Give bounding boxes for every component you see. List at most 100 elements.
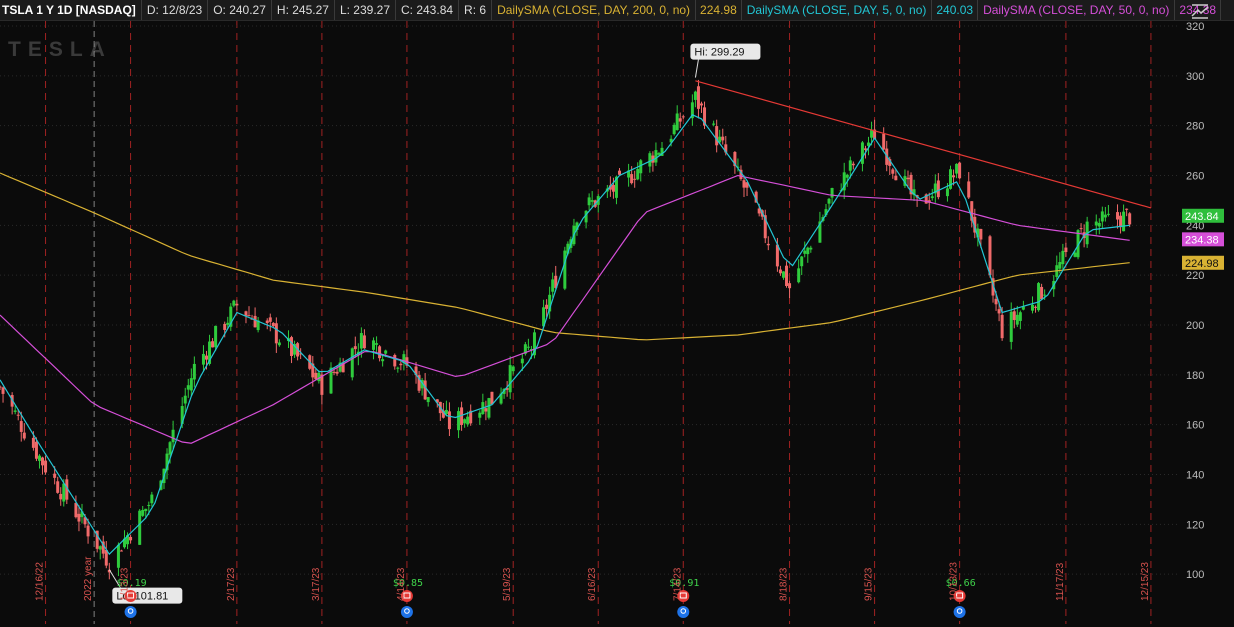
sma5-label[interactable]: DailySMA (CLOSE, DAY, 5, 0, no) [742, 0, 933, 20]
high-annotation-box [690, 43, 761, 60]
candle-body [119, 550, 123, 552]
x-date-label: 7/14/23 [672, 567, 683, 601]
candle-body [74, 502, 78, 518]
candle-body [1073, 252, 1077, 257]
candle-body [763, 215, 767, 239]
candle-body [660, 147, 664, 156]
y-tick-label: 320 [1186, 21, 1204, 33]
dividend-label: $0.66 [946, 578, 976, 589]
bar-range: R: 6 [459, 0, 493, 20]
candle-body [1061, 250, 1065, 265]
candle-body [736, 166, 740, 168]
candle-body [630, 174, 634, 184]
x-date-label: 12/15/23 [1140, 562, 1151, 601]
candle-body [362, 335, 366, 349]
candle-body [490, 391, 494, 405]
candle-body [268, 317, 272, 322]
candle-body [274, 323, 278, 344]
candle-body [532, 332, 536, 356]
candle-body [566, 243, 570, 254]
candle-body [1000, 314, 1004, 339]
candle-body [335, 371, 339, 374]
candle-body [98, 546, 102, 550]
drawing-tools-icon[interactable] [1190, 3, 1210, 19]
candle-body [526, 346, 530, 348]
chart-header: TSLA 1 Y 1D [NASDAQ] D: 12/8/23 O: 240.2… [0, 0, 1234, 21]
candle-body [192, 363, 196, 380]
sma200-label[interactable]: DailySMA (CLOSE, DAY, 200, 0, no) [492, 0, 697, 20]
candle-body [848, 160, 852, 171]
candle-body [651, 155, 655, 163]
y-tick-label: 140 [1186, 470, 1204, 482]
candle-body [466, 416, 470, 425]
candle-body [420, 379, 424, 389]
candle-body [545, 304, 549, 309]
y-tick-label: 100 [1186, 569, 1204, 581]
y-tick-label: 260 [1186, 171, 1204, 183]
candle-body [633, 178, 637, 180]
x-date-label: 9/15/23 [864, 567, 875, 601]
candle-body [824, 209, 828, 216]
candle-body [53, 473, 57, 478]
candle-body [232, 300, 236, 306]
candle-body [37, 455, 41, 461]
y-tick-label: 240 [1186, 220, 1204, 232]
candle-body [860, 142, 864, 164]
dividend-label: $0.85 [393, 578, 423, 589]
candle-body [469, 410, 473, 424]
candle-body [672, 124, 676, 135]
candle-body [1097, 222, 1101, 227]
candle-body [797, 268, 801, 283]
candle-body [1076, 230, 1080, 258]
candle-body [1119, 215, 1123, 228]
candle-body [930, 196, 934, 199]
candle-body [320, 374, 324, 395]
sma200-value: 224.98 [696, 0, 742, 20]
candle-body [1034, 306, 1038, 308]
candle-body [976, 228, 980, 238]
dividend-label: $0.19 [117, 578, 147, 589]
candle-body [891, 169, 895, 174]
candle-body [444, 409, 448, 414]
candle-body [1128, 213, 1132, 225]
candle-body [353, 346, 357, 350]
candle-body [417, 375, 421, 391]
candle-body [912, 189, 916, 196]
candle-body [669, 138, 673, 143]
candle-body [265, 320, 269, 323]
candle-body [1103, 214, 1107, 218]
candle-body [781, 271, 785, 278]
candle-body [253, 315, 257, 328]
candle-body [214, 325, 218, 348]
candle-body [523, 344, 527, 354]
candle-body [381, 359, 385, 362]
candle-body [973, 216, 977, 233]
candle-body [742, 180, 746, 188]
candle-body [314, 372, 318, 380]
candle-body [778, 269, 782, 274]
sma50-label[interactable]: DailySMA (CLOSE, DAY, 50, 0, no) [978, 0, 1176, 20]
candle-body [1030, 304, 1034, 311]
candle-body [1021, 306, 1025, 310]
y-tick-label: 160 [1186, 420, 1204, 432]
candle-body [1058, 262, 1062, 269]
y-tick-label: 200 [1186, 320, 1204, 332]
candle-body [955, 163, 959, 174]
candle-body [1116, 212, 1120, 220]
candle-body [745, 182, 749, 188]
bar-high: H: 245.27 [272, 0, 335, 20]
close-price-badge-label: 243.84 [1185, 211, 1219, 223]
candle-body [396, 367, 400, 369]
candle-body [551, 279, 555, 292]
symbol-label[interactable]: TSLA 1 Y 1D [NASDAQ] [0, 0, 142, 20]
candle-body [402, 354, 406, 364]
candle-body [958, 162, 962, 179]
candle-body [803, 250, 807, 254]
candle-body [180, 406, 184, 424]
candle-body [693, 91, 697, 100]
candle-body [441, 410, 445, 418]
candle-body [311, 363, 315, 378]
candle-body [83, 517, 87, 525]
candle-body [460, 407, 464, 425]
